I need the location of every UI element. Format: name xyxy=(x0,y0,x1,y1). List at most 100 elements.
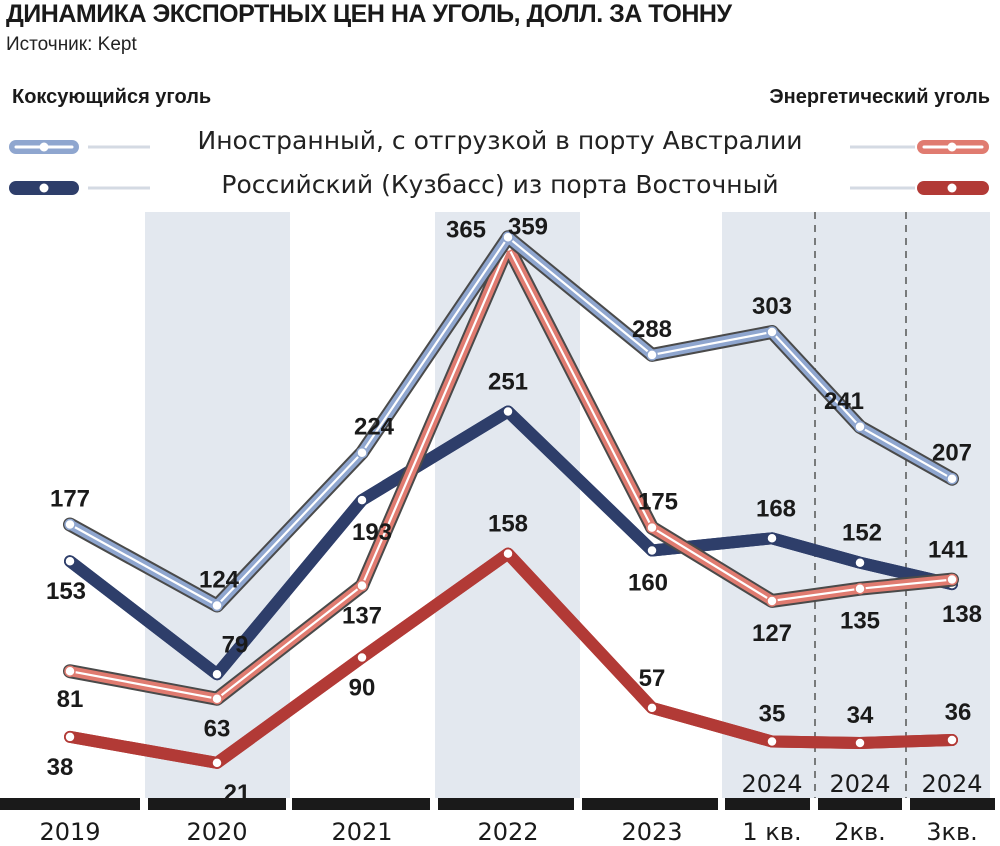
data-label: 124 xyxy=(199,567,240,594)
series-line-coking_russian xyxy=(64,405,958,681)
x-tick-label: 1 кв. xyxy=(742,818,801,846)
x-tick-label: 2023 xyxy=(621,818,682,846)
x-tick-label-year: 2024 xyxy=(741,770,802,798)
data-label: 207 xyxy=(932,440,972,467)
x-tick-label: 2кв. xyxy=(834,818,886,846)
data-label: 152 xyxy=(842,520,882,547)
data-point-thermal_foreign xyxy=(356,579,368,592)
data-point-thermal_russian xyxy=(64,731,76,743)
data-point-thermal_foreign xyxy=(854,582,866,595)
legend-label-foreign: Иностранный, с отгрузкой в порту Австрал… xyxy=(197,126,803,155)
x-axis-segment xyxy=(910,798,995,810)
data-point-coking_foreign xyxy=(211,599,223,612)
data-point-thermal_russian xyxy=(211,757,223,769)
x-tick-label: 2021 xyxy=(331,818,392,846)
data-point-thermal_russian xyxy=(646,702,658,714)
data-label: 160 xyxy=(628,570,668,597)
shade-band xyxy=(145,212,290,798)
data-label: 251 xyxy=(488,368,528,395)
data-point-thermal_russian xyxy=(766,735,778,748)
data-point-coking_russian xyxy=(766,532,778,545)
x-axis-segment xyxy=(292,798,430,810)
data-point-coking_foreign xyxy=(502,231,514,244)
x-axis-segment xyxy=(0,798,140,810)
data-label: 177 xyxy=(50,486,90,513)
data-label: 288 xyxy=(632,316,672,343)
data-label: 168 xyxy=(756,495,796,522)
x-axis-segment xyxy=(148,798,286,810)
data-point-coking_foreign xyxy=(646,349,658,361)
shade-band xyxy=(435,212,580,798)
series-line-thermal_foreign-core xyxy=(68,245,954,700)
x-tick-label: 3кв. xyxy=(926,818,978,846)
data-point-thermal_russian xyxy=(502,547,514,560)
data-point-thermal_foreign xyxy=(766,595,778,607)
data-label: 224 xyxy=(354,414,395,441)
data-label: 79 xyxy=(222,631,249,658)
x-axis-segment xyxy=(725,798,810,810)
series-line-thermal_russian xyxy=(64,547,958,769)
x-axis-segment xyxy=(438,798,574,810)
data-label: 35 xyxy=(759,701,786,728)
data-point-coking_russian xyxy=(646,544,658,557)
legend-label-russian: Российский (Кузбасс) из порта Восточный xyxy=(221,170,779,199)
x-tick-label-year: 2024 xyxy=(921,770,982,798)
data-label: 303 xyxy=(752,293,792,320)
data-label: 90 xyxy=(349,674,376,701)
data-label: 359 xyxy=(508,213,548,240)
data-point-coking_foreign xyxy=(356,446,368,459)
data-label: 21 xyxy=(224,780,251,807)
data-label: 81 xyxy=(57,686,84,713)
legend-swatch-dot xyxy=(947,183,957,193)
shade-band xyxy=(722,212,990,798)
x-axis-segment xyxy=(582,798,718,810)
legend-group-coking: Коксующийся уголь xyxy=(12,86,212,108)
data-point-thermal_foreign xyxy=(946,573,958,586)
legend-group-thermal: Энергетический уголь xyxy=(769,86,990,108)
data-label: 138 xyxy=(942,601,982,628)
data-label: 135 xyxy=(840,608,880,635)
series-line-coking_foreign-core xyxy=(68,236,954,607)
data-label: 63 xyxy=(204,716,231,743)
data-point-thermal_russian xyxy=(854,737,866,749)
data-point-coking_russian xyxy=(211,668,223,681)
legend-swatch-dot xyxy=(39,142,49,152)
chart-source: Источник: Kept xyxy=(6,34,137,55)
x-tick-label: 2019 xyxy=(39,818,100,846)
data-label: 175 xyxy=(638,489,678,516)
data-label: 365 xyxy=(446,216,486,243)
data-point-coking_russian xyxy=(64,555,76,567)
data-point-thermal_foreign xyxy=(646,521,658,534)
data-point-coking_foreign xyxy=(946,472,958,485)
data-point-coking_russian xyxy=(502,405,514,418)
data-label: 153 xyxy=(46,578,86,605)
data-label: 241 xyxy=(824,388,864,415)
x-tick-label: 2020 xyxy=(186,818,247,846)
data-label: 137 xyxy=(342,603,382,630)
x-tick-label-year: 2024 xyxy=(829,770,890,798)
data-label: 141 xyxy=(928,537,968,564)
legend-swatch-dot xyxy=(39,183,49,193)
data-point-thermal_russian xyxy=(946,734,958,746)
data-point-thermal_russian xyxy=(356,651,368,664)
data-label: 57 xyxy=(639,665,666,692)
x-axis-segment xyxy=(818,798,902,810)
data-point-coking_foreign xyxy=(854,421,866,433)
data-label: 193 xyxy=(352,519,392,546)
data-point-thermal_foreign xyxy=(211,692,223,705)
data-label: 127 xyxy=(752,620,792,647)
data-point-thermal_foreign xyxy=(64,665,76,677)
data-label: 34 xyxy=(847,702,874,729)
chart-title: ДИНАМИКА ЭКСПОРТНЫХ ЦЕН НА УГОЛЬ, ДОЛЛ. … xyxy=(6,0,732,28)
x-tick-label: 2022 xyxy=(477,818,538,846)
data-point-coking_foreign xyxy=(64,518,76,531)
data-label: 158 xyxy=(488,511,528,538)
legend-swatch-dot xyxy=(947,142,957,152)
data-point-coking_russian xyxy=(356,494,368,506)
data-point-coking_russian xyxy=(854,556,866,569)
data-point-coking_foreign xyxy=(766,326,778,338)
data-label: 38 xyxy=(47,754,74,781)
data-label: 36 xyxy=(945,699,972,726)
